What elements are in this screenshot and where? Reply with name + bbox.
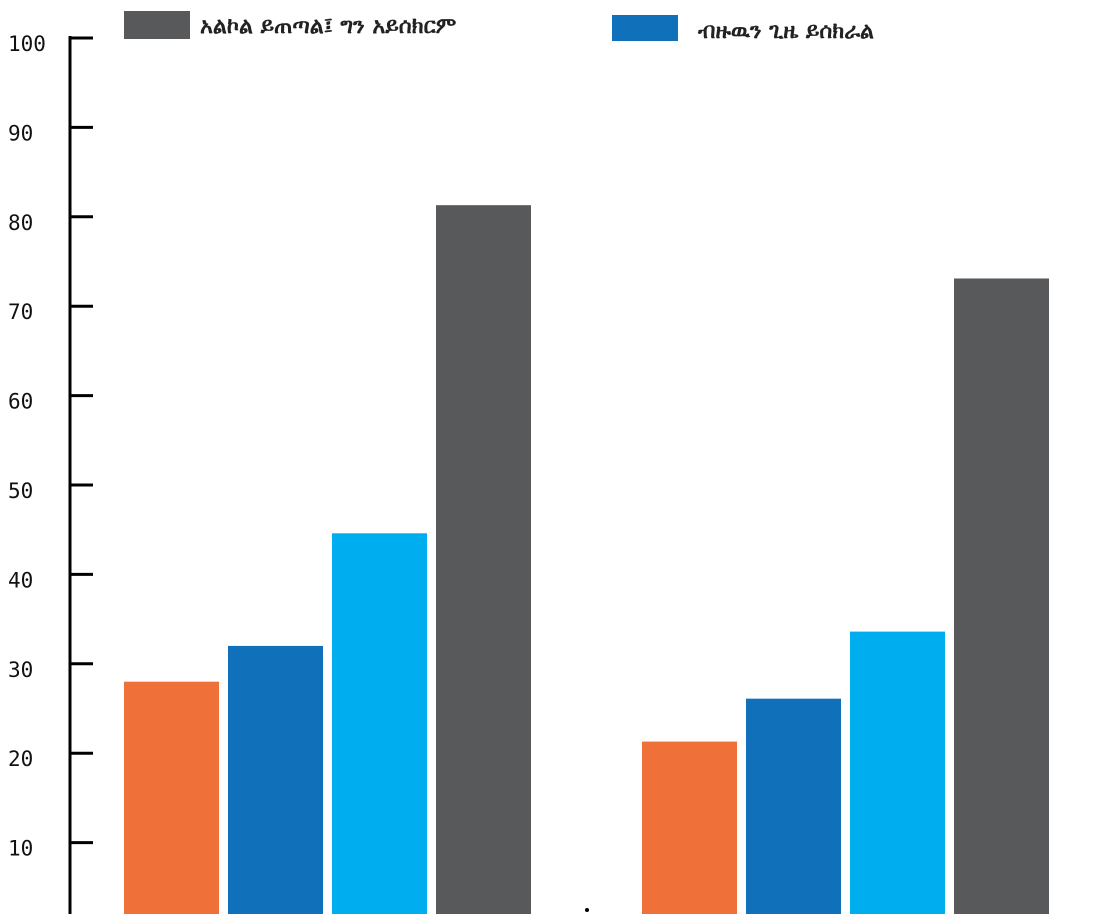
y-tick-label: 90 [8, 121, 33, 145]
legend-label-series-4: አልኮል ይጠጣል፤ ግን አይሰክርም [200, 14, 457, 39]
y-tick-label: 100 [8, 32, 46, 56]
bar-group-1-series-1 [124, 681, 219, 914]
y-tick-label: 80 [8, 211, 33, 235]
legend-swatch-series-4 [124, 11, 190, 39]
y-tick-label: 30 [8, 658, 33, 682]
x-axis-dot [585, 908, 589, 912]
y-tick-label: 50 [8, 479, 33, 503]
bar-group-1-series-3 [332, 533, 427, 914]
y-tick-label: 10 [8, 837, 33, 861]
y-axis: 10 20 30 40 50 60 70 80 90 100 [8, 32, 93, 914]
bars-group [124, 205, 1049, 914]
bar-group-2-series-4 [954, 278, 1049, 914]
y-tick-label: 20 [8, 747, 33, 771]
bar-group-2-series-2 [746, 698, 841, 914]
y-tick-label: 70 [8, 300, 33, 324]
y-tick-label: 60 [8, 390, 33, 414]
bar-group-2-series-3 [850, 631, 945, 914]
bar-group-1-series-4 [436, 205, 531, 914]
legend-swatch-series-2 [612, 15, 678, 41]
bar-group-1-series-2 [228, 645, 323, 914]
bar-group-2-series-1 [642, 741, 737, 914]
chart-legend: አልኮል ይጠጣል፤ ግን አይሰክርም ብዙዉን ጊዜ ይሰክራል [124, 11, 874, 44]
y-tick-label: 40 [8, 568, 33, 592]
legend-label-series-2: ብዙዉን ጊዜ ይሰክራል [697, 19, 874, 44]
